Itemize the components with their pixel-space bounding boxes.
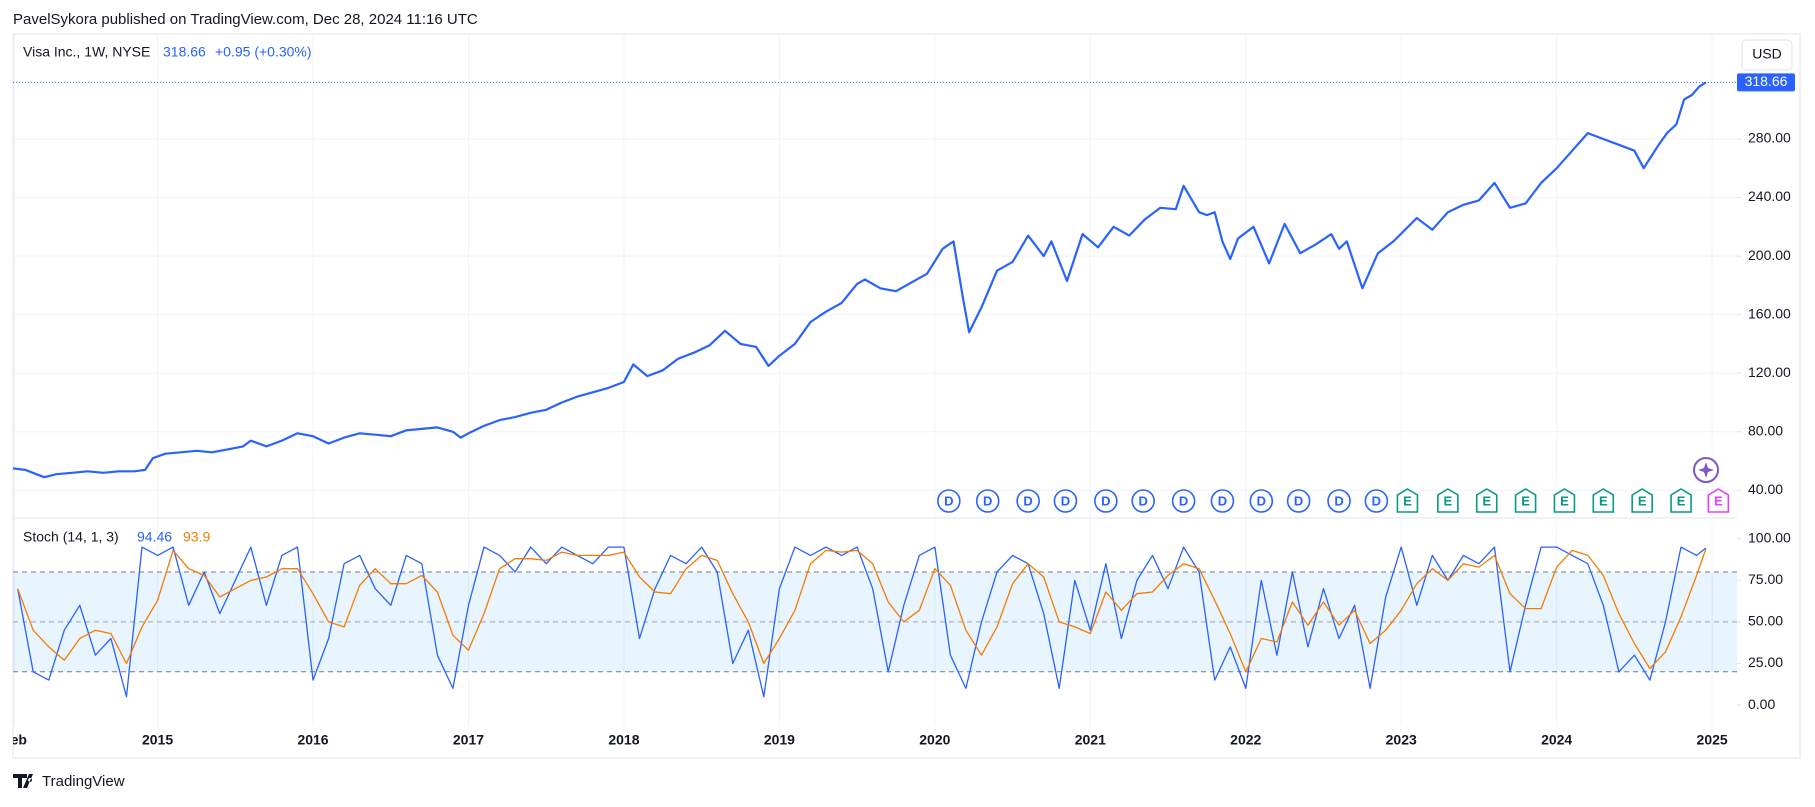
- dividend-marker: [1364, 489, 1389, 513]
- last-price-tag-label: 318.66: [1745, 73, 1788, 89]
- x-tick-label: 2020: [919, 732, 950, 748]
- dividend-marker: [1249, 489, 1274, 513]
- dividend-marker: [975, 489, 1000, 513]
- event-label: D: [1179, 493, 1188, 508]
- earnings-marker: [1475, 488, 1498, 513]
- last-price-tag: [1737, 73, 1795, 92]
- dividend-marker: [1171, 489, 1196, 513]
- event-label: D: [1138, 493, 1147, 508]
- earnings-marker: [1670, 488, 1692, 513]
- y-tick-label: 160.00: [1748, 305, 1791, 321]
- dividend-marker: [937, 489, 961, 513]
- price-change: +0.95 (+0.30%): [215, 44, 312, 60]
- x-tick-label: Feb: [2, 732, 27, 748]
- x-tick-label: 2019: [764, 732, 795, 748]
- dividend-marker: [1327, 489, 1351, 513]
- event-label: D: [983, 493, 992, 508]
- event-label: D: [1101, 493, 1110, 508]
- event-label: E: [1403, 493, 1412, 508]
- event-label: E: [1638, 493, 1647, 508]
- brand: TradingView: [42, 773, 125, 790]
- y-tick-label: 80.00: [1748, 422, 1783, 438]
- earnings-marker: [1396, 488, 1419, 513]
- y-tick-label: 50.00: [1748, 613, 1783, 629]
- y-tick-label: 0.00: [1748, 696, 1775, 712]
- event-label: E: [1714, 493, 1723, 508]
- event-label: E: [1482, 493, 1491, 508]
- currency-button[interactable]: [1741, 39, 1793, 71]
- event-label: D: [944, 493, 953, 508]
- price-line: [13, 81, 1707, 479]
- x-tick-label: 2017: [453, 732, 484, 748]
- dividend-marker: [1016, 489, 1040, 513]
- stoch-k-last: 94.46: [137, 529, 172, 545]
- event-label: E: [1599, 493, 1608, 508]
- event-label: D: [1218, 493, 1227, 508]
- stoch-line: [17, 546, 1707, 698]
- earnings-marker: [1553, 488, 1576, 513]
- news-star: [1698, 462, 1714, 478]
- symbol-title: Visa Inc., 1W, NYSE: [23, 44, 150, 60]
- dividend-marker: [1053, 489, 1078, 513]
- x-tick-label: 2022: [1230, 732, 1261, 748]
- y-tick-label: 25.00: [1748, 654, 1783, 670]
- earnings-marker: [1514, 488, 1537, 513]
- y-tick-label: 240.00: [1748, 188, 1791, 204]
- x-tick-label: 2021: [1075, 732, 1106, 748]
- publisher: PavelSykora published on TradingView.com…: [13, 11, 478, 28]
- y-tick-label: 75.00: [1748, 571, 1783, 587]
- dividend-marker: [1286, 489, 1311, 513]
- band-fill: [13, 572, 1737, 672]
- currency: USD: [1752, 46, 1782, 62]
- dividend-marker: [1094, 489, 1118, 513]
- y-tick-label: 40.00: [1748, 481, 1783, 497]
- stoch-d-last: 93.9: [183, 529, 210, 545]
- event-label: D: [1372, 493, 1381, 508]
- event-label: D: [1334, 493, 1343, 508]
- x-tick-label: 2016: [297, 732, 328, 748]
- event-label: E: [1521, 493, 1530, 508]
- earnings-marker: [1592, 488, 1615, 513]
- dividend-marker: [1131, 489, 1155, 513]
- event-label: D: [1023, 493, 1032, 508]
- y-tick-label: 280.00: [1748, 130, 1791, 146]
- event-label: E: [1444, 493, 1453, 508]
- x-tick-label: 2025: [1697, 732, 1728, 748]
- x-tick-label: 2024: [1541, 732, 1572, 748]
- stoch-title: Stoch (14, 1, 3): [23, 529, 119, 545]
- y-tick-label: 120.00: [1748, 364, 1791, 380]
- event-label: E: [1560, 493, 1569, 508]
- earnings-marker: [1707, 488, 1730, 513]
- event-label: D: [1257, 493, 1266, 508]
- brand-logo: [13, 774, 33, 788]
- y-tick-label: 200.00: [1748, 247, 1791, 263]
- chart-frame: [12, 33, 1801, 759]
- earnings-marker: [1631, 488, 1653, 513]
- x-tick-label: 2015: [142, 732, 173, 748]
- event-label: E: [1677, 493, 1686, 508]
- dividend-marker: [1210, 489, 1235, 513]
- event-label: D: [1294, 493, 1303, 508]
- stoch-line: [17, 548, 1707, 673]
- last-price: 318.66: [163, 44, 206, 60]
- x-tick-label: 2023: [1386, 732, 1417, 748]
- earnings-marker: [1437, 488, 1459, 513]
- x-tick-label: 2018: [608, 732, 639, 748]
- y-tick-label: 100.00: [1748, 529, 1791, 545]
- event-label: D: [1061, 493, 1070, 508]
